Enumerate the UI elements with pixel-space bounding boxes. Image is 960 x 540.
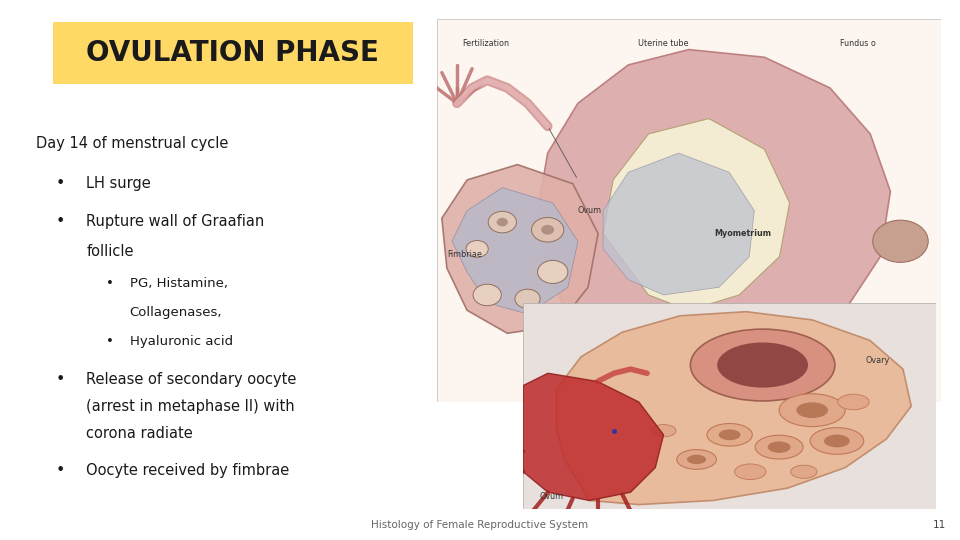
Text: Fimbriae: Fimbriae — [446, 250, 482, 259]
Text: Fertilization: Fertilization — [462, 39, 509, 48]
Text: •: • — [56, 463, 65, 478]
Circle shape — [515, 289, 540, 308]
Polygon shape — [603, 153, 755, 295]
Text: •: • — [107, 277, 114, 290]
FancyBboxPatch shape — [523, 303, 936, 509]
Polygon shape — [556, 312, 911, 504]
Circle shape — [707, 423, 753, 446]
Text: Myometrium: Myometrium — [714, 229, 771, 238]
Text: Oocyte received by fimbrae: Oocyte received by fimbrae — [86, 463, 290, 478]
Text: 11: 11 — [932, 520, 946, 530]
Circle shape — [717, 342, 808, 388]
Circle shape — [734, 464, 766, 480]
Circle shape — [532, 218, 564, 242]
Circle shape — [677, 450, 716, 469]
Polygon shape — [714, 326, 820, 387]
Text: (arrest in metaphase II) with: (arrest in metaphase II) with — [86, 399, 295, 414]
Circle shape — [489, 211, 516, 233]
Circle shape — [768, 441, 791, 453]
Circle shape — [496, 218, 508, 226]
Text: •: • — [56, 372, 65, 387]
Text: Ovary: Ovary — [866, 356, 890, 366]
Polygon shape — [452, 187, 578, 314]
Text: Uterine tube: Uterine tube — [638, 39, 689, 48]
Circle shape — [796, 402, 828, 418]
Circle shape — [687, 455, 707, 464]
Polygon shape — [603, 119, 789, 310]
Circle shape — [756, 435, 804, 459]
Text: Ovum: Ovum — [578, 206, 602, 215]
FancyBboxPatch shape — [53, 22, 413, 84]
Circle shape — [810, 428, 864, 454]
Text: Day 14 of menstrual cycle: Day 14 of menstrual cycle — [36, 136, 228, 151]
Text: •: • — [56, 176, 65, 191]
Circle shape — [780, 394, 845, 427]
Text: Corpus luteum: Corpus luteum — [588, 308, 647, 316]
Circle shape — [690, 329, 835, 401]
Polygon shape — [523, 373, 663, 501]
FancyBboxPatch shape — [437, 19, 941, 402]
Text: follicle: follicle — [86, 244, 133, 259]
Circle shape — [873, 220, 928, 262]
Polygon shape — [538, 50, 891, 379]
Circle shape — [466, 240, 489, 258]
Text: Ovum: Ovum — [540, 492, 564, 501]
Text: Collagenases,: Collagenases, — [130, 306, 222, 319]
Text: PG, Histamine,: PG, Histamine, — [130, 277, 228, 290]
Text: corona radiate: corona radiate — [86, 426, 193, 441]
Circle shape — [541, 225, 554, 235]
Circle shape — [651, 424, 676, 437]
Polygon shape — [442, 165, 598, 333]
Circle shape — [538, 260, 568, 284]
Circle shape — [473, 284, 501, 306]
Circle shape — [791, 465, 817, 478]
Text: •: • — [107, 335, 114, 348]
Text: Cervix: Cervix — [804, 367, 830, 376]
Circle shape — [824, 435, 850, 447]
Text: Histology of Female Reproductive System: Histology of Female Reproductive System — [372, 520, 588, 530]
Circle shape — [533, 341, 563, 364]
Text: Hyaluronic acid: Hyaluronic acid — [130, 335, 232, 348]
Circle shape — [719, 429, 740, 440]
Text: Rupture wall of Graafian: Rupture wall of Graafian — [86, 214, 265, 229]
Text: Fundus o: Fundus o — [840, 39, 876, 48]
Circle shape — [838, 394, 869, 410]
Text: OVULATION PHASE: OVULATION PHASE — [86, 39, 379, 66]
Text: •: • — [56, 214, 65, 229]
Text: Release of secondary oocyte: Release of secondary oocyte — [86, 372, 297, 387]
Text: LH surge: LH surge — [86, 176, 151, 191]
